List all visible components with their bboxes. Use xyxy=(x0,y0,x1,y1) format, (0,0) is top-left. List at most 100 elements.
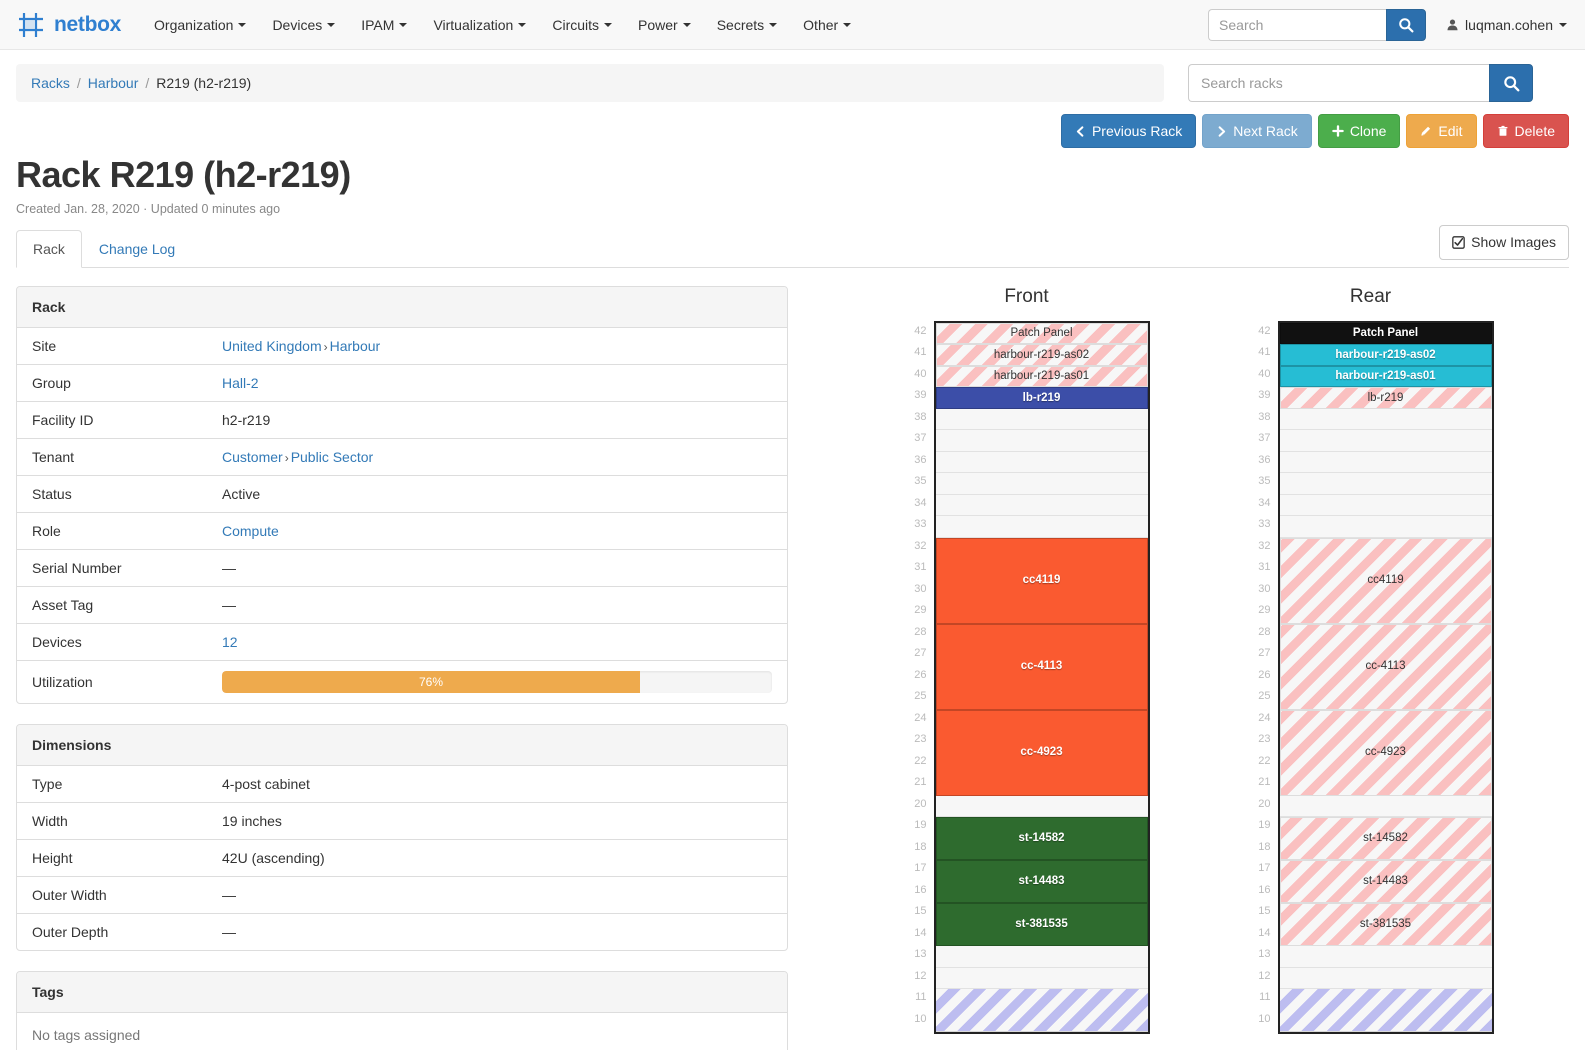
tab-change-log[interactable]: Change Log xyxy=(82,230,192,268)
button-label: Previous Rack xyxy=(1091,123,1183,139)
empty-unit-slot[interactable] xyxy=(1279,967,1492,990)
rack-search-input[interactable] xyxy=(1188,64,1489,102)
unit-number-label: 32 xyxy=(1258,539,1271,552)
device-block[interactable]: lb-r219 xyxy=(935,387,1148,409)
unit-number-label: 14 xyxy=(1258,926,1271,939)
group-link[interactable]: Hall-2 xyxy=(222,374,259,391)
show-images-button[interactable]: Show Images xyxy=(1439,225,1569,260)
unit-number-label: 17 xyxy=(1258,862,1271,875)
empty-unit-slot[interactable] xyxy=(935,473,1148,495)
device-block[interactable]: harbour-r219-as01 xyxy=(1279,365,1492,388)
previous-rack-button[interactable]: Previous Rack xyxy=(1060,114,1197,149)
search-icon xyxy=(1399,17,1414,32)
empty-unit-slot[interactable] xyxy=(935,967,1148,990)
device-block[interactable]: harbour-r219-as02 xyxy=(1279,344,1492,366)
empty-unit-slot[interactable] xyxy=(1279,451,1492,474)
device-block-opposite-face[interactable]: st-14483 xyxy=(1279,860,1492,904)
rack-attributes-table: Site United Kingdom › Harbour Group Hall-2… xyxy=(17,328,787,703)
page-subtitle: Created Jan. 28, 2020 · Updated 0 minute… xyxy=(16,201,281,216)
device-block[interactable]: cc4119 xyxy=(935,537,1148,624)
empty-unit-slot[interactable] xyxy=(935,408,1148,431)
tab-rack[interactable]: Rack xyxy=(16,229,82,268)
empty-unit-slot[interactable] xyxy=(1279,408,1492,431)
reserved-unit-block[interactable] xyxy=(1279,989,1492,1033)
nav-item-other[interactable]: Other xyxy=(790,2,864,48)
nav-item-power[interactable]: Power xyxy=(625,2,704,48)
unit-number-label: 29 xyxy=(1258,604,1271,617)
global-search-input[interactable] xyxy=(1208,8,1387,41)
tenant-group-link[interactable]: Customer xyxy=(222,448,283,465)
empty-unit-slot[interactable] xyxy=(1279,494,1492,517)
device-block[interactable]: cc-4923 xyxy=(935,709,1148,796)
breadcrumb-item-harbour[interactable]: Harbour xyxy=(87,75,139,91)
clone-button[interactable]: Clone xyxy=(1317,114,1401,149)
empty-unit-slot[interactable] xyxy=(935,494,1148,517)
row-value: Hall-2 xyxy=(207,364,787,401)
nav-item-ipam[interactable]: IPAM xyxy=(348,2,420,48)
device-block-opposite-face[interactable]: cc-4923 xyxy=(1279,709,1492,796)
nav-item-organization[interactable]: Organization xyxy=(141,2,259,48)
empty-unit-slot[interactable] xyxy=(935,795,1148,818)
empty-unit-slot[interactable] xyxy=(935,516,1148,538)
device-block-opposite-face[interactable]: Patch Panel xyxy=(935,322,1148,345)
breadcrumb-item-racks[interactable]: Racks xyxy=(31,75,70,91)
unit-number-label: 20 xyxy=(914,797,927,810)
empty-unit-slot[interactable] xyxy=(1279,430,1492,452)
empty-unit-slot[interactable] xyxy=(935,430,1148,452)
table-row: Width 19 inches xyxy=(17,802,787,840)
unit-number-label: 11 xyxy=(915,991,927,1004)
device-block[interactable]: st-14582 xyxy=(935,817,1148,861)
device-block-opposite-face[interactable]: cc4119 xyxy=(1279,537,1492,624)
brand-logo-link[interactable]: netbox xyxy=(16,10,121,40)
empty-unit-slot[interactable] xyxy=(935,946,1148,968)
site-link[interactable]: Harbour xyxy=(329,337,381,354)
device-block-opposite-face[interactable]: lb-r219 xyxy=(1279,387,1492,409)
reserved-unit-block[interactable] xyxy=(935,989,1148,1033)
device-block-opposite-face[interactable]: st-14582 xyxy=(1279,817,1492,861)
front-unit-label-column: 42 41 40 39 38 37 36 35 34 33 32 31 30 29 28 27 26 25 24 23… xyxy=(904,321,934,1035)
device-name-label: cc4119 xyxy=(1367,574,1404,587)
breadcrumb: Racks / Harbour / R219 (h2-r219) xyxy=(16,64,1164,102)
global-search-button[interactable] xyxy=(1386,8,1427,41)
device-block[interactable]: cc-4113 xyxy=(935,623,1148,710)
row-value: 42U (ascending) xyxy=(222,849,325,866)
nav-item-label: Other xyxy=(803,16,839,33)
empty-unit-slot[interactable] xyxy=(1279,516,1492,538)
unit-number-label: 34 xyxy=(1258,496,1271,509)
empty-unit-slot[interactable] xyxy=(1279,946,1492,968)
device-block-opposite-face[interactable]: harbour-r219-as01 xyxy=(935,365,1148,388)
tenant-link[interactable]: Public Sector xyxy=(290,448,374,465)
device-block-opposite-face[interactable]: harbour-r219-as02 xyxy=(935,344,1148,366)
plus-icon xyxy=(1332,125,1344,137)
unit-number-label: 28 xyxy=(1258,625,1271,638)
empty-unit-slot[interactable] xyxy=(1279,473,1492,495)
empty-unit-slot[interactable] xyxy=(1279,795,1492,818)
unit-number-label: 40 xyxy=(1258,367,1271,380)
devices-count-link[interactable]: 12 xyxy=(222,633,238,650)
device-block[interactable]: st-381535 xyxy=(935,903,1148,947)
next-rack-button[interactable]: Next Rack xyxy=(1202,114,1312,149)
nav-item-virtualization[interactable]: Virtualization xyxy=(420,2,539,48)
unit-number-label: 13 xyxy=(914,948,927,961)
delete-button[interactable]: Delete xyxy=(1482,114,1569,149)
role-link[interactable]: Compute xyxy=(222,522,279,539)
nav-menu-list: Organization Devices IPAM Virtualization… xyxy=(141,2,864,48)
nav-item-devices[interactable]: Devices xyxy=(259,2,348,48)
row-key: Role xyxy=(32,522,61,539)
unit-number-label: 24 xyxy=(914,711,927,724)
site-region-link[interactable]: United Kingdom xyxy=(222,337,322,354)
unit-number-label: 31 xyxy=(914,561,927,574)
rack-search-button[interactable] xyxy=(1489,64,1533,102)
nav-item-label: Devices xyxy=(272,16,323,33)
device-block[interactable]: Patch Panel xyxy=(1279,322,1492,345)
device-block[interactable]: st-14483 xyxy=(935,860,1148,904)
device-block-opposite-face[interactable]: cc-4113 xyxy=(1279,623,1492,710)
user-menu[interactable]: luqman.cohen xyxy=(1446,17,1567,33)
device-block-opposite-face[interactable]: st-381535 xyxy=(1279,903,1492,947)
nav-item-circuits[interactable]: Circuits xyxy=(539,2,625,48)
empty-unit-slot[interactable] xyxy=(935,451,1148,474)
unit-number-label: 24 xyxy=(1258,711,1271,724)
nav-item-secrets[interactable]: Secrets xyxy=(704,2,790,48)
unit-number-label: 21 xyxy=(1258,776,1271,789)
edit-button[interactable]: Edit xyxy=(1406,114,1477,149)
